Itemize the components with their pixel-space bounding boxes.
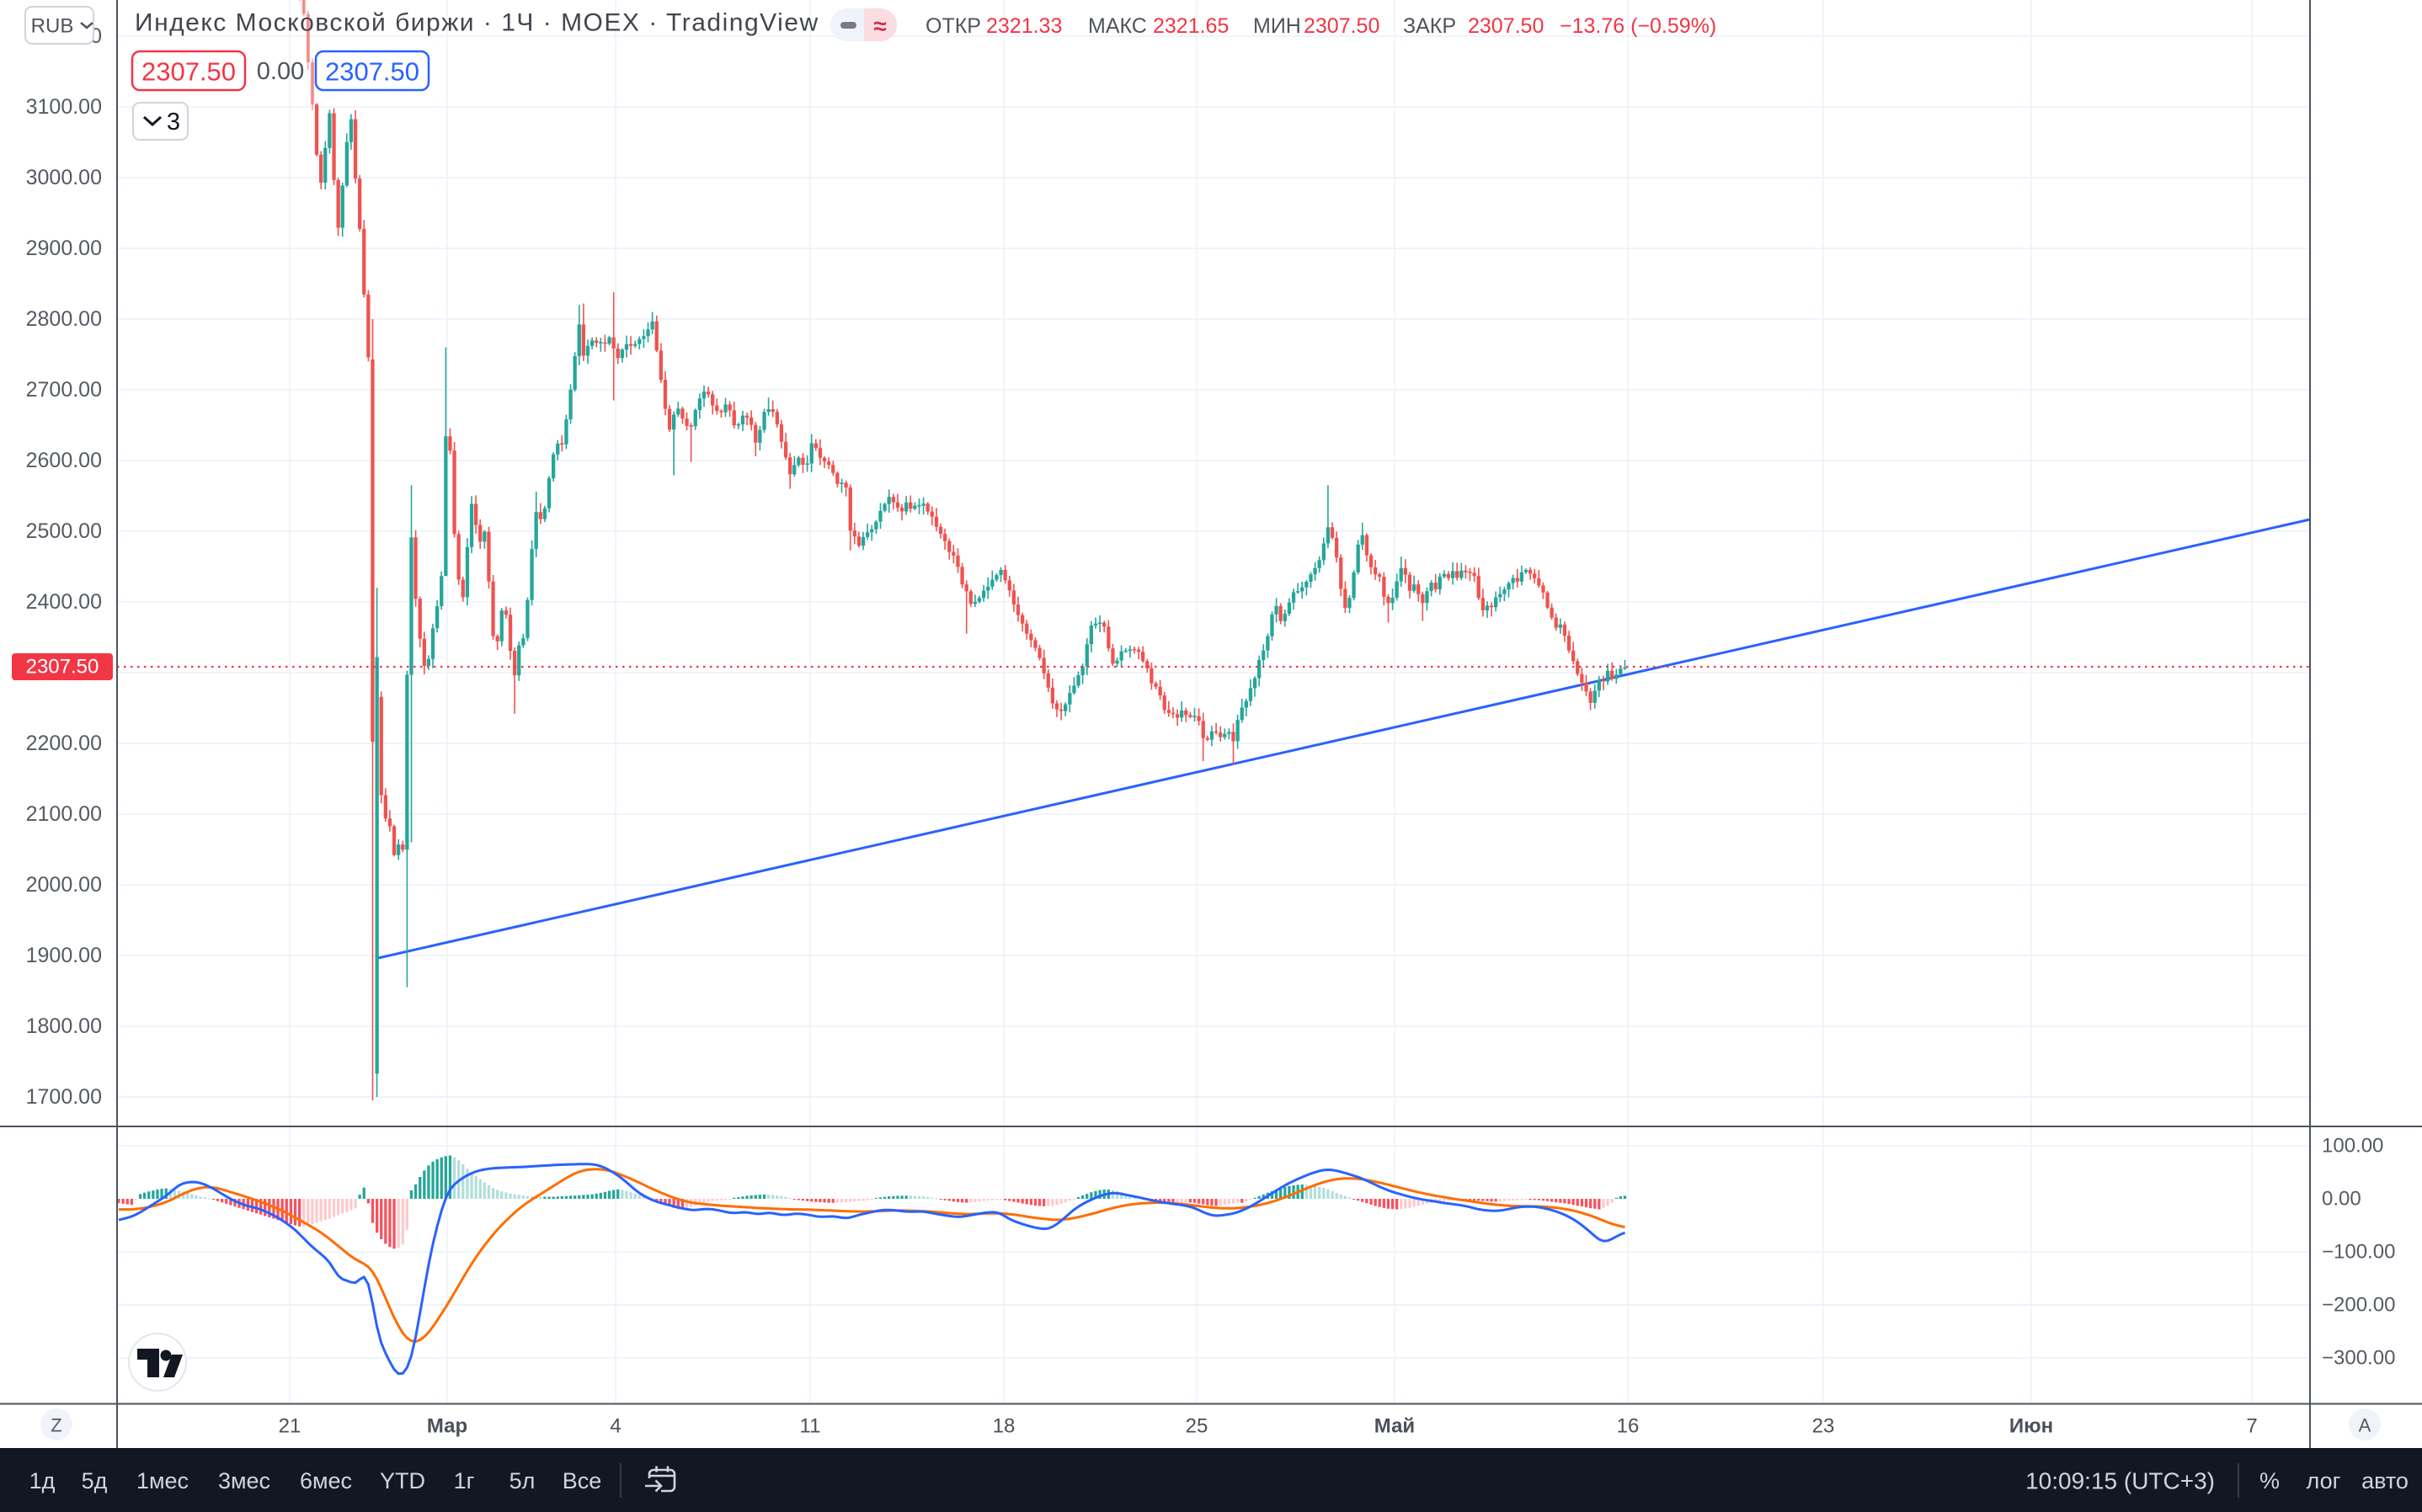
svg-text:МАКС: МАКС <box>1088 14 1147 38</box>
svg-text:2000.00: 2000.00 <box>26 873 102 897</box>
svg-text:1700.00: 1700.00 <box>26 1085 102 1109</box>
svg-text:4: 4 <box>610 1415 621 1438</box>
svg-text:3100.00: 3100.00 <box>26 95 102 119</box>
svg-text:3мес: 3мес <box>218 1468 270 1493</box>
svg-text:−300.00: −300.00 <box>2322 1347 2395 1370</box>
svg-text:2600.00: 2600.00 <box>26 449 102 472</box>
svg-text:11: 11 <box>800 1415 821 1438</box>
svg-text:1д: 1д <box>29 1468 56 1493</box>
svg-text:0.00: 0.00 <box>257 58 304 85</box>
svg-text:RUB: RUB <box>31 15 74 38</box>
svg-text:2307.50: 2307.50 <box>1468 14 1544 38</box>
svg-text:Май: Май <box>1374 1415 1415 1438</box>
svg-text:2400.00: 2400.00 <box>26 590 102 614</box>
svg-text:≈: ≈ <box>873 13 886 40</box>
svg-text:1900.00: 1900.00 <box>26 944 102 967</box>
svg-text:2700.00: 2700.00 <box>26 378 102 402</box>
svg-text:Z: Z <box>51 1415 61 1436</box>
svg-text:18: 18 <box>993 1415 1016 1438</box>
svg-text:Индекс Московской биржи · 1Ч ·: Индекс Московской биржи · 1Ч · MOEX · Tr… <box>135 9 819 37</box>
svg-text:6мес: 6мес <box>300 1468 352 1493</box>
svg-text:1800.00: 1800.00 <box>26 1014 102 1038</box>
svg-text:2321.33: 2321.33 <box>986 14 1062 38</box>
svg-text:ОТКР: ОТКР <box>926 14 981 38</box>
svg-text:1мес: 1мес <box>136 1468 189 1493</box>
svg-text:5л: 5л <box>509 1468 536 1493</box>
svg-text:A: A <box>2359 1415 2371 1436</box>
svg-text:Июн: Июн <box>2009 1415 2053 1438</box>
svg-text:16: 16 <box>1617 1415 1640 1438</box>
svg-text:0.00: 0.00 <box>2322 1188 2361 1211</box>
svg-text:лог: лог <box>2307 1468 2341 1493</box>
svg-text:2500.00: 2500.00 <box>26 519 102 543</box>
svg-text:Мар: Мар <box>427 1415 467 1438</box>
svg-text:5д: 5д <box>82 1468 108 1493</box>
svg-text:23: 23 <box>1812 1415 1835 1438</box>
svg-text:2321.65: 2321.65 <box>1153 14 1229 38</box>
svg-text:%: % <box>2259 1468 2280 1493</box>
svg-text:2100.00: 2100.00 <box>26 802 102 826</box>
svg-text:МИН: МИН <box>1253 14 1301 38</box>
svg-text:2307.50: 2307.50 <box>325 57 419 87</box>
svg-text:2307.50: 2307.50 <box>1304 14 1379 38</box>
svg-text:3: 3 <box>167 109 180 136</box>
svg-text:−100.00: −100.00 <box>2322 1241 2395 1264</box>
svg-text:25: 25 <box>1186 1415 1208 1438</box>
svg-text:−200.00: −200.00 <box>2322 1294 2395 1317</box>
svg-text:YTD: YTD <box>380 1468 425 1493</box>
svg-text:3000.00: 3000.00 <box>26 166 102 189</box>
svg-text:Все: Все <box>563 1468 602 1493</box>
svg-text:10:09:15 (UTC+3): 10:09:15 (UTC+3) <box>2025 1468 2215 1494</box>
svg-text:2800.00: 2800.00 <box>26 307 102 331</box>
svg-text:ЗАКР: ЗАКР <box>1403 14 1456 38</box>
svg-text:100.00: 100.00 <box>2322 1135 2383 1158</box>
svg-text:2307.50: 2307.50 <box>26 656 99 679</box>
svg-text:21: 21 <box>279 1415 301 1438</box>
svg-text:7: 7 <box>2246 1415 2257 1438</box>
svg-text:−13.76 (−0.59%): −13.76 (−0.59%) <box>1560 14 1716 38</box>
svg-text:2307.50: 2307.50 <box>141 57 236 87</box>
svg-text:1г: 1г <box>454 1468 475 1493</box>
svg-text:2900.00: 2900.00 <box>26 237 102 260</box>
svg-text:авто: авто <box>2361 1468 2409 1493</box>
svg-text:2200.00: 2200.00 <box>26 732 102 755</box>
